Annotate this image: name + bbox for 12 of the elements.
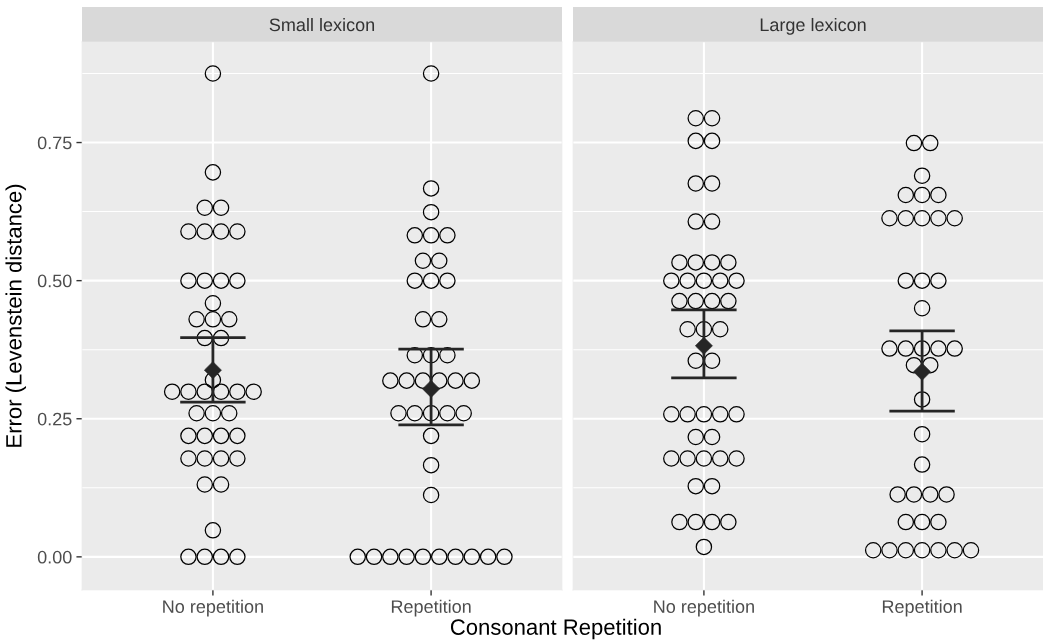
y-tick-label: 0.75: [37, 136, 72, 150]
y-tick-label: 0.50: [37, 274, 72, 288]
x-axis-title: Consonant Repetition: [450, 618, 661, 640]
y-tick-label: 0.00: [37, 550, 72, 564]
x-tick-label: Repetition: [391, 599, 471, 617]
y-tick-label: 0.25: [37, 412, 72, 426]
x-tick-label: Repetition: [882, 599, 962, 617]
x-tick-label: No repetition: [654, 599, 754, 617]
chart-title: Small lexicon: [269, 17, 375, 32]
chart-title: Large lexicon: [760, 17, 866, 35]
x-tick-label: No repetition: [163, 599, 263, 617]
y-axis-title: Error (Levenstein distance): [5, 184, 27, 447]
